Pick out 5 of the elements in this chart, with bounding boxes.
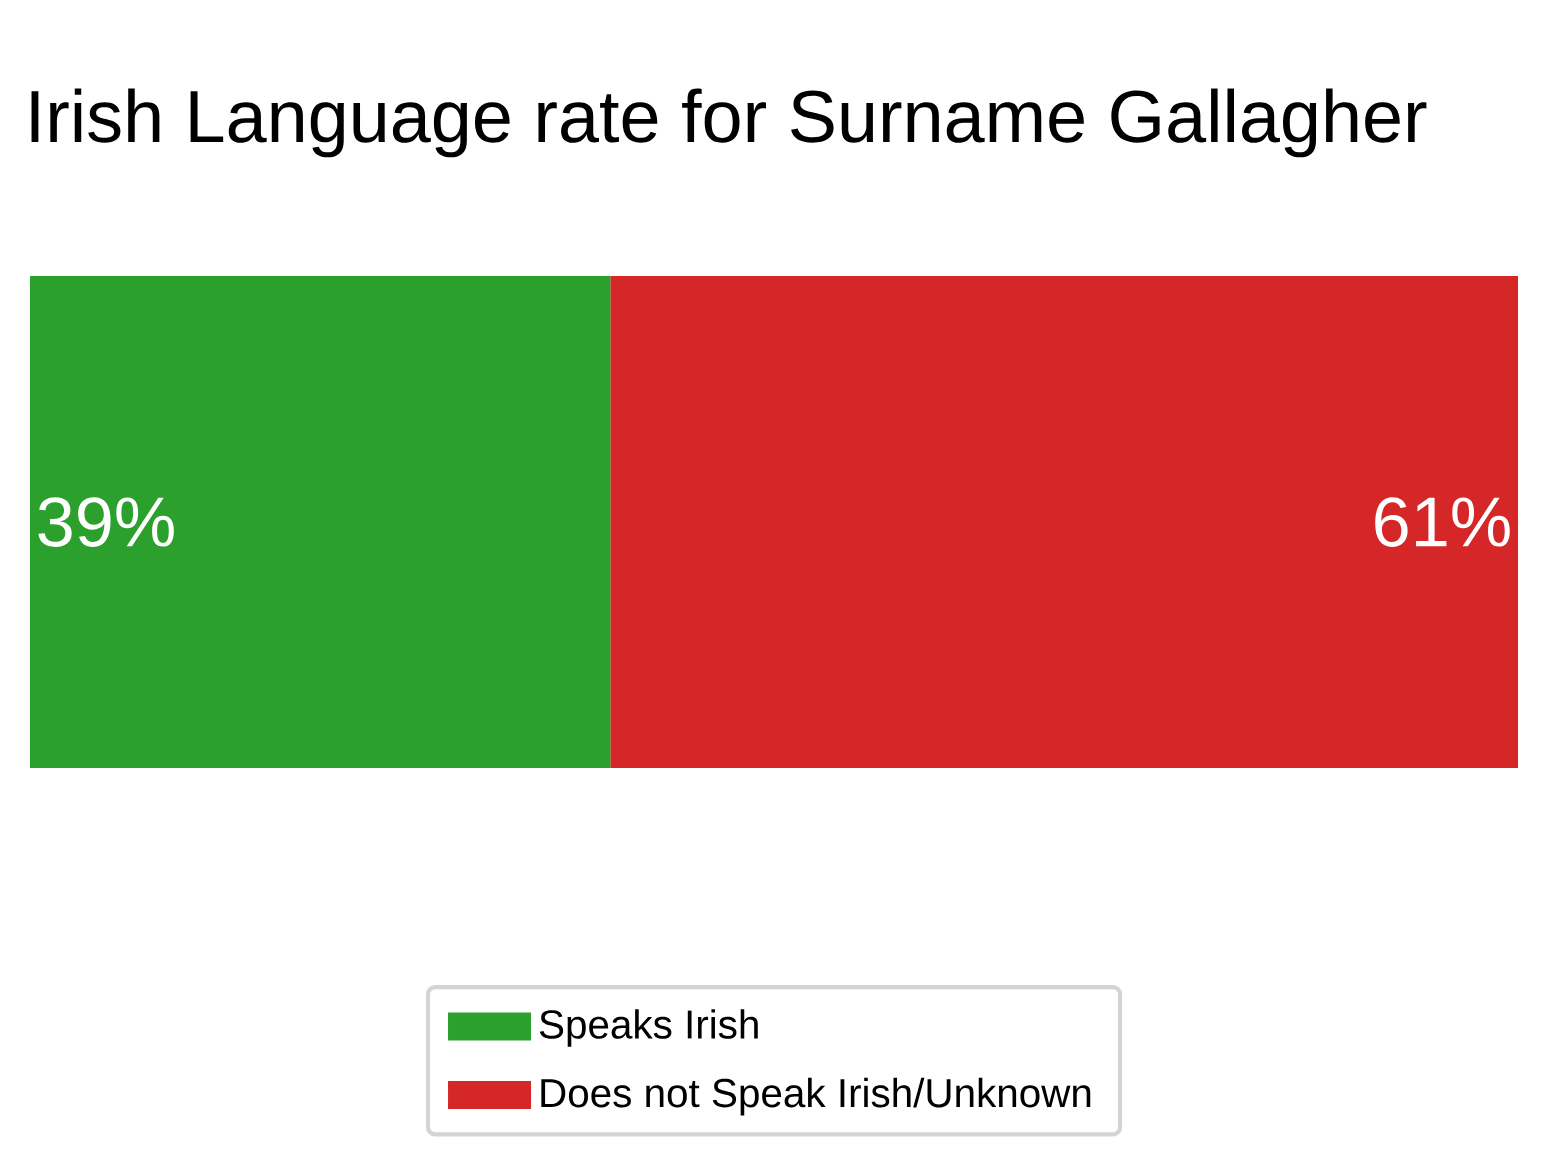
chart-title: Irish Language rate for Surname Gallagher [31,88,1427,158]
legend-label: Speaks Irish [539,1009,758,1047]
legend-label: Does not Speak Irish/Unknown [541,1077,1091,1116]
data-label: 61% [1375,497,1510,547]
data-label: 39% [38,497,174,547]
